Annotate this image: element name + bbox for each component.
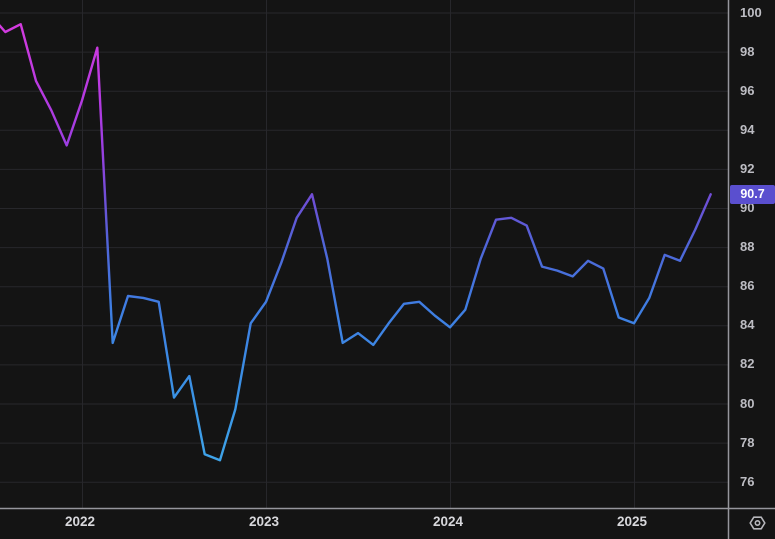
y-axis-tick-label: 98: [740, 43, 755, 59]
last-price-label: 90.7: [730, 184, 775, 204]
y-axis-tick-label: 92: [740, 160, 755, 176]
y-axis-tick-label: 78: [740, 434, 755, 450]
x-axis-year-label: 2024: [432, 514, 464, 529]
y-axis-tick-label: 80: [740, 395, 755, 411]
y-axis-tick-label: 82: [740, 356, 755, 372]
x-axis-year-label: 2025: [616, 514, 648, 529]
y-axis-tick-label: 94: [740, 121, 755, 137]
y-axis-tick-label: 76: [740, 473, 755, 489]
x-axis-year-label: 2023: [248, 514, 280, 529]
y-axis-tick-label: 96: [740, 82, 755, 98]
y-axis-tick-label: 84: [740, 317, 755, 333]
y-axis-tick-label: 86: [740, 278, 755, 294]
y-axis-tick-label: 88: [740, 239, 755, 255]
y-axis-tick-label: 100: [740, 4, 762, 20]
gear-icon[interactable]: [748, 514, 767, 532]
price-line: [0, 23, 712, 462]
x-axis-year-label: 2022: [64, 514, 96, 529]
gear-icon-glyph: [749, 516, 766, 530]
